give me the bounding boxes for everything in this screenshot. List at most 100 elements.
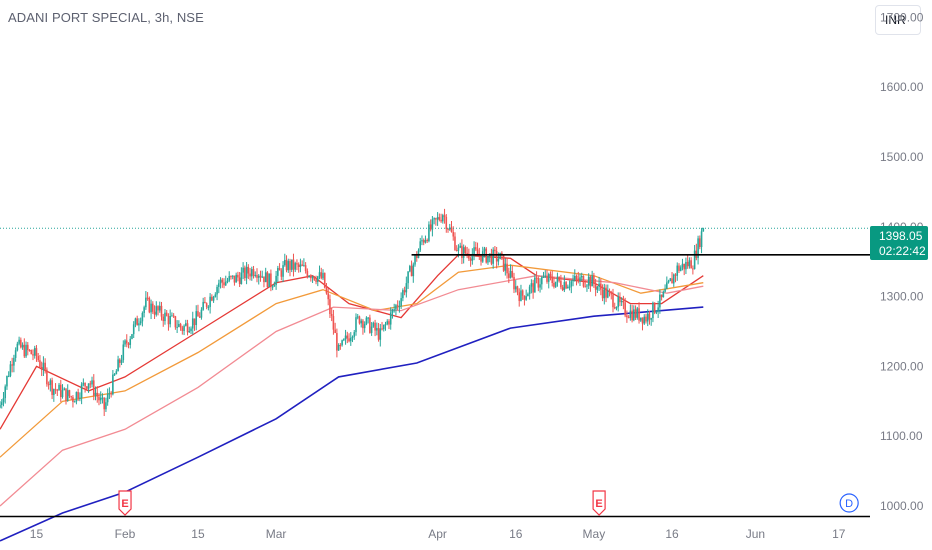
- candle-body: [237, 274, 239, 278]
- candle-body: [414, 255, 416, 265]
- sma-long-line: [0, 306, 704, 542]
- earnings-marker[interactable]: [118, 490, 132, 516]
- candle-body: [542, 277, 545, 279]
- candle-body: [603, 287, 606, 299]
- chart-title: ADANI PORT SPECIAL, 3h, NSE: [8, 10, 204, 25]
- candle-body: [539, 284, 541, 288]
- price-axis[interactable]: 1000.001100.001200.001300.001400.001500.…: [880, 10, 924, 513]
- candle-body: [646, 313, 649, 322]
- candle-body: [80, 384, 83, 398]
- candle-body: [615, 307, 618, 309]
- candle-body: [155, 306, 158, 315]
- candle-body: [33, 348, 36, 356]
- candle-body: [23, 344, 26, 357]
- candle-body: [376, 328, 378, 331]
- earnings-marker[interactable]: [592, 490, 606, 516]
- candle-body: [560, 280, 562, 288]
- candle-body: [443, 215, 446, 217]
- candle-body: [106, 394, 109, 403]
- candle-body: [461, 245, 463, 258]
- candle-body: [344, 335, 347, 340]
- candle-body: [86, 386, 88, 389]
- candle-body: [79, 397, 81, 399]
- candle-body: [249, 273, 251, 277]
- candle-body: [6, 376, 8, 387]
- candle-body: [674, 274, 677, 276]
- candle-body: [209, 296, 211, 307]
- candle-body: [426, 239, 428, 242]
- candle-body: [261, 276, 264, 278]
- dividend-marker[interactable]: [839, 493, 859, 513]
- candle-body: [476, 249, 479, 255]
- candle-body: [606, 290, 609, 298]
- candle-body: [75, 392, 78, 402]
- candle-body: [167, 315, 170, 325]
- candle-body: [513, 276, 515, 290]
- candle-body: [535, 277, 538, 279]
- candle-body: [108, 393, 111, 395]
- candle-body: [584, 286, 587, 288]
- candle-body: [275, 275, 277, 286]
- candle-body: [35, 348, 38, 357]
- candle-body: [127, 343, 130, 345]
- candle-body: [115, 371, 118, 375]
- candle-body: [374, 322, 376, 331]
- candle-body: [303, 265, 305, 267]
- time-tick-label: 16: [509, 527, 523, 541]
- candle-body: [547, 274, 550, 282]
- candle-body: [440, 219, 442, 222]
- drawn-horizontal-lines[interactable]: [0, 253, 870, 518]
- candle-body: [212, 296, 215, 301]
- candle-body: [554, 281, 557, 287]
- candle-body: [495, 251, 498, 262]
- candle-body: [653, 302, 656, 313]
- candle-body: [558, 276, 560, 281]
- candle-body: [84, 382, 86, 387]
- candle-body: [393, 309, 395, 311]
- candle-body: [573, 276, 576, 280]
- candle-body: [577, 278, 580, 282]
- candle-body: [273, 285, 276, 287]
- candle-body: [146, 297, 149, 299]
- candle-body: [645, 316, 647, 322]
- candle-body: [369, 317, 371, 333]
- candle-body: [551, 276, 554, 283]
- candle-body: [520, 290, 522, 301]
- candle-body: [280, 270, 283, 277]
- candle-body: [13, 357, 15, 366]
- candle-body: [301, 264, 303, 266]
- candle-body: [325, 287, 328, 294]
- currency-button[interactable]: INR: [875, 5, 921, 35]
- candle-body: [516, 286, 519, 293]
- time-axis[interactable]: 15 Feb 15 Mar Apr 16 May 16 Jun 17: [30, 527, 846, 541]
- candle-body: [296, 263, 298, 265]
- candle-body: [402, 290, 404, 299]
- dividend-marker-label: D: [845, 498, 853, 510]
- candle-body: [634, 309, 637, 318]
- candle-body: [318, 272, 321, 277]
- candle-body: [186, 323, 189, 333]
- candle-body: [702, 228, 705, 232]
- candle-body: [679, 267, 682, 271]
- candle-body: [99, 397, 102, 401]
- time-tick-label: May: [583, 527, 606, 541]
- candle-body: [429, 224, 432, 230]
- candle-body: [49, 380, 52, 385]
- candle-body: [671, 278, 673, 284]
- candle-body: [593, 275, 595, 284]
- candle-body: [242, 267, 244, 273]
- candle-body: [605, 287, 607, 298]
- candle-body: [353, 332, 356, 337]
- candle-body: [666, 282, 668, 290]
- candle-body: [131, 334, 133, 339]
- candle-body: [589, 276, 592, 287]
- candle-body: [428, 224, 430, 242]
- candle-body: [462, 247, 465, 258]
- candle-body: [158, 305, 161, 311]
- candle-body: [92, 380, 95, 396]
- candle-body: [20, 339, 22, 348]
- candle-body: [572, 279, 574, 282]
- candle-body: [363, 324, 366, 329]
